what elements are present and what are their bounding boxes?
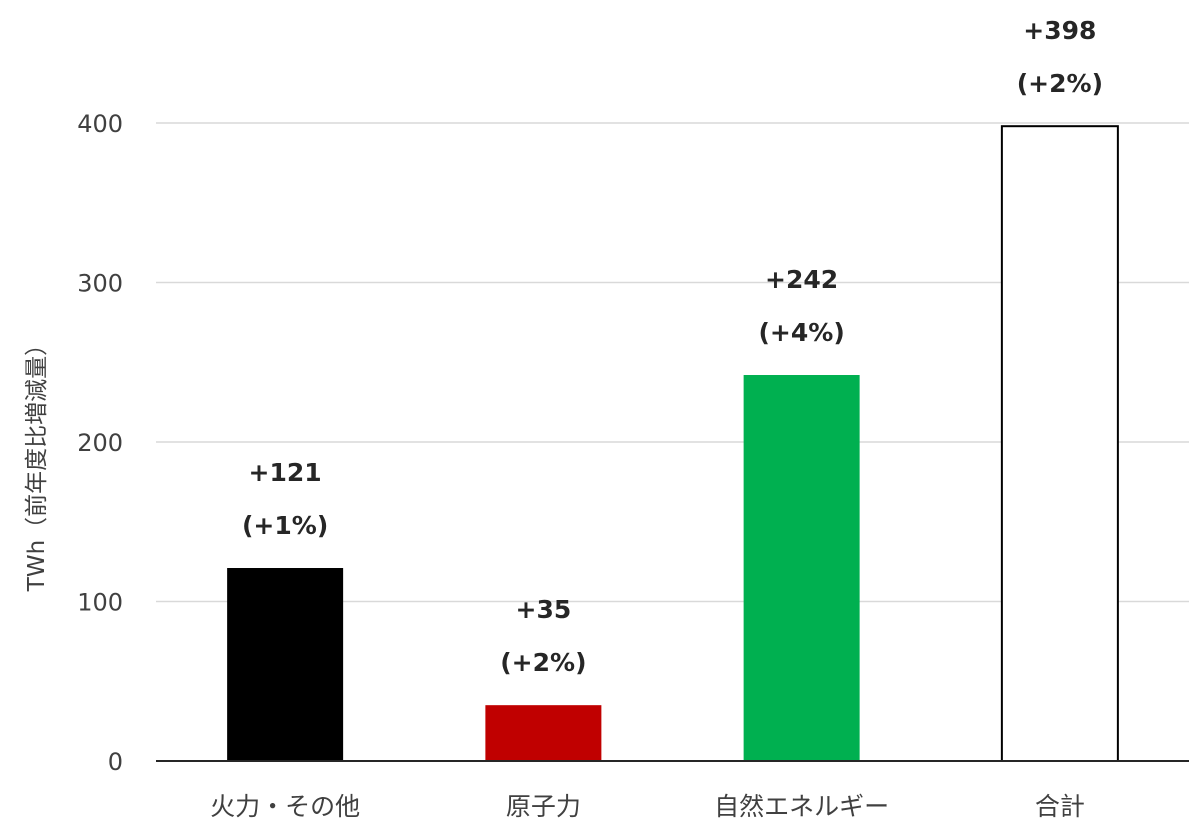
bars xyxy=(227,125,1119,762)
category-label: 合計 xyxy=(1035,792,1085,821)
bar-3 xyxy=(743,375,860,761)
category-label: 自然エネルギー xyxy=(714,792,889,821)
data-label-percent: (+2%) xyxy=(1017,69,1103,98)
y-tick-label: 200 xyxy=(77,429,123,457)
category-labels: 火力・その他 原子力 自然エネルギー 合計 xyxy=(210,792,1085,821)
bar-4 xyxy=(1000,125,1119,762)
data-labels: +121 (+1%) +35 (+2%) +242 (+4%) +398 (+2%) xyxy=(242,16,1103,677)
y-axis-label: TWh（前年度比増減量） xyxy=(24,333,50,592)
category-label: 火力・その他 xyxy=(210,792,360,821)
y-tick-labels: 0 100 200 300 400 xyxy=(77,110,123,776)
bar-1 xyxy=(227,568,344,761)
data-label-value: +121 xyxy=(249,458,322,487)
bar-2 xyxy=(485,705,602,761)
data-label-value: +398 xyxy=(1023,16,1096,45)
data-label-value: +242 xyxy=(765,265,838,294)
data-label-value: +35 xyxy=(516,595,572,624)
data-label-percent: (+1%) xyxy=(242,511,328,540)
category-label: 原子力 xyxy=(506,792,581,821)
data-label-percent: (+2%) xyxy=(500,648,586,677)
y-tick-label: 300 xyxy=(77,270,123,298)
data-label-percent: (+4%) xyxy=(759,318,845,347)
y-tick-label: 100 xyxy=(77,589,123,617)
y-tick-label: 0 xyxy=(108,748,123,776)
y-tick-label: 400 xyxy=(77,110,123,138)
